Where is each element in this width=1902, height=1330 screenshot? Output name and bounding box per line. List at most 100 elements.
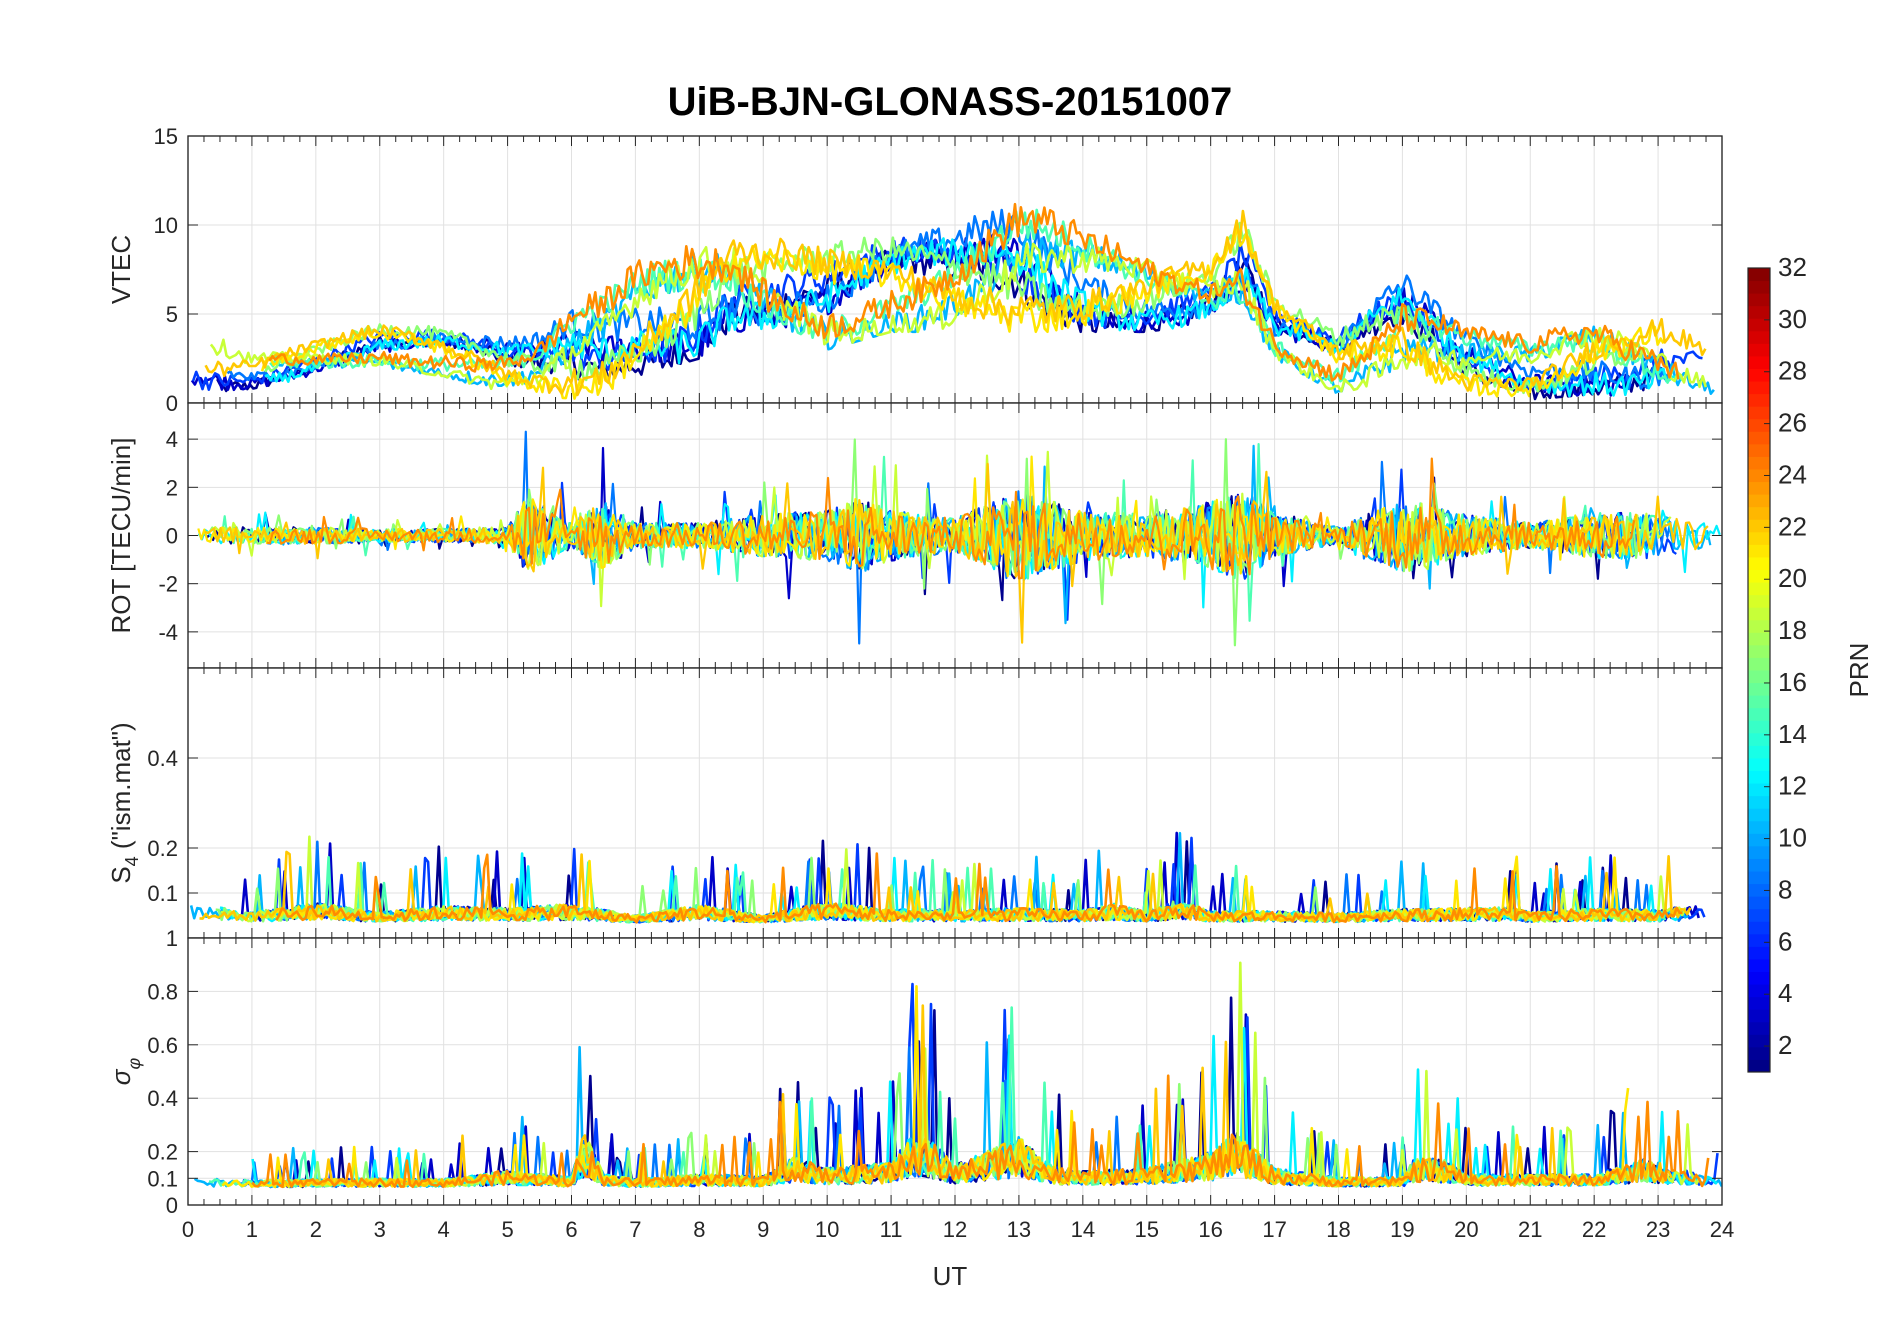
y-tick-label: 2: [166, 475, 178, 500]
colorbar-tick-label: 32: [1778, 252, 1807, 282]
colorbar-segment: [1748, 531, 1770, 545]
x-tick-label: 6: [565, 1217, 577, 1242]
colorbar-segment: [1748, 343, 1770, 357]
colorbar-segment: [1748, 670, 1770, 684]
colorbar-segment: [1748, 933, 1770, 947]
colorbar-segment: [1748, 355, 1770, 369]
colorbar-segment: [1748, 783, 1770, 797]
x-tick-label: 23: [1646, 1217, 1670, 1242]
y-tick-label: 0.2: [147, 836, 178, 861]
x-tick-label: 9: [757, 1217, 769, 1242]
y-tick-label: 15: [154, 124, 178, 149]
y-tick-label: -2: [158, 572, 178, 597]
colorbar-segment: [1748, 921, 1770, 935]
colorbar-tick-label: 18: [1778, 615, 1807, 645]
y-tick-label: 5: [166, 302, 178, 327]
y-tick-label: 4: [166, 427, 178, 452]
colorbar-segment: [1748, 757, 1770, 771]
x-tick-label: 15: [1135, 1217, 1159, 1242]
colorbar-label: PRN: [1844, 643, 1874, 698]
y-tick-label: 0.1: [147, 881, 178, 906]
panel-s4: 0.1 0.2 0.4S4 ("ism.mat"): [106, 667, 1723, 939]
colorbar-segment: [1748, 1059, 1770, 1073]
x-tick-label: 14: [1071, 1217, 1095, 1242]
colorbar-segment: [1748, 456, 1770, 470]
colorbar-tick-label: 10: [1778, 823, 1807, 853]
series-prn-6: [226, 208, 1670, 391]
colorbar-segment: [1748, 770, 1770, 784]
colorbar-segment: [1748, 368, 1770, 382]
panel-vtec: 0 5 10 15 VTEC: [106, 124, 1723, 416]
colorbar-tick-label: 2: [1778, 1030, 1792, 1060]
colorbar-segment: [1748, 1046, 1770, 1060]
colorbar-segment: [1748, 808, 1770, 822]
colorbar-segment: [1748, 883, 1770, 897]
colorbar-segment: [1748, 418, 1770, 432]
colorbar-segment: [1748, 582, 1770, 596]
traces: [190, 202, 1715, 401]
colorbar-tick-label: 6: [1778, 926, 1792, 956]
colorbar-segment: [1748, 908, 1770, 922]
x-tick-label: 2: [310, 1217, 322, 1242]
colorbar-frame: [1747, 267, 1771, 1073]
colorbar-segment: [1748, 820, 1770, 834]
colorbar-segment: [1748, 732, 1770, 746]
x-tick-label: 24: [1710, 1217, 1734, 1242]
y-axis-label: VTEC: [106, 235, 136, 304]
y-tick-label: -4: [158, 620, 178, 645]
series-prn-23: [251, 1074, 1710, 1189]
colorbar-segment: [1748, 644, 1770, 658]
colorbar-tick-label: 26: [1778, 408, 1807, 438]
traces: [197, 430, 1721, 647]
series-prn-23: [268, 202, 1680, 382]
x-tick-label: 21: [1518, 1217, 1542, 1242]
colorbar-segment: [1748, 657, 1770, 671]
colorbar-segment: [1748, 695, 1770, 709]
series-prn-15: [264, 221, 1643, 395]
traces: [193, 961, 1722, 1189]
colorbar-tick-label: 30: [1778, 304, 1807, 334]
y-tick-label: 0: [166, 1193, 178, 1218]
colorbar-tick-label: 24: [1778, 459, 1807, 489]
x-tick-label: 11: [880, 1217, 903, 1242]
colorbar-segment: [1748, 1021, 1770, 1035]
colorbar-segment: [1748, 896, 1770, 910]
colorbar-segment: [1748, 996, 1770, 1010]
x-tick-label: 13: [1007, 1217, 1031, 1242]
y-tick-label: 0.8: [147, 979, 178, 1004]
x-tick-label: 5: [501, 1217, 513, 1242]
colorbar-segment: [1748, 506, 1770, 520]
chart-title: UiB-BJN-GLONASS-20151007: [668, 80, 1233, 124]
panel-rot: -4 -2 0 2 4 ROT [TECU/min]: [106, 402, 1723, 669]
colorbar-segment: [1748, 406, 1770, 420]
colorbar-segment: [1748, 280, 1770, 294]
colorbar-segment: [1748, 330, 1770, 344]
x-tick-label: 12: [943, 1217, 967, 1242]
y-tick-label: 0.1: [147, 1166, 178, 1191]
y-tick-label: 0.2: [147, 1140, 178, 1165]
colorbar-tick-label: 12: [1778, 771, 1807, 801]
colorbar-tick-label: 28: [1778, 356, 1807, 386]
series-prn-23: [275, 852, 1683, 924]
colorbar-segment: [1748, 431, 1770, 445]
x-tick-label: 22: [1582, 1217, 1606, 1242]
colorbar-segment: [1748, 544, 1770, 558]
x-tick-label: 4: [438, 1217, 450, 1242]
x-tick-label: 7: [629, 1217, 641, 1242]
y-axis-label: S4 ("ism.mat"): [106, 722, 142, 883]
colorbar-segment: [1748, 293, 1770, 307]
y-tick-label: 0: [166, 524, 178, 549]
series-prn-8: [272, 235, 1715, 396]
colorbar-segment: [1748, 1034, 1770, 1048]
colorbar-segment: [1748, 594, 1770, 608]
x-tick-label: 1: [246, 1217, 258, 1242]
colorbar-segment: [1748, 519, 1770, 533]
x-tick-label: 18: [1326, 1217, 1350, 1242]
series-prn-23: [266, 457, 1636, 580]
colorbar-segment: [1748, 481, 1770, 495]
colorbar-segment: [1748, 946, 1770, 960]
x-tick-label: 20: [1454, 1217, 1478, 1242]
